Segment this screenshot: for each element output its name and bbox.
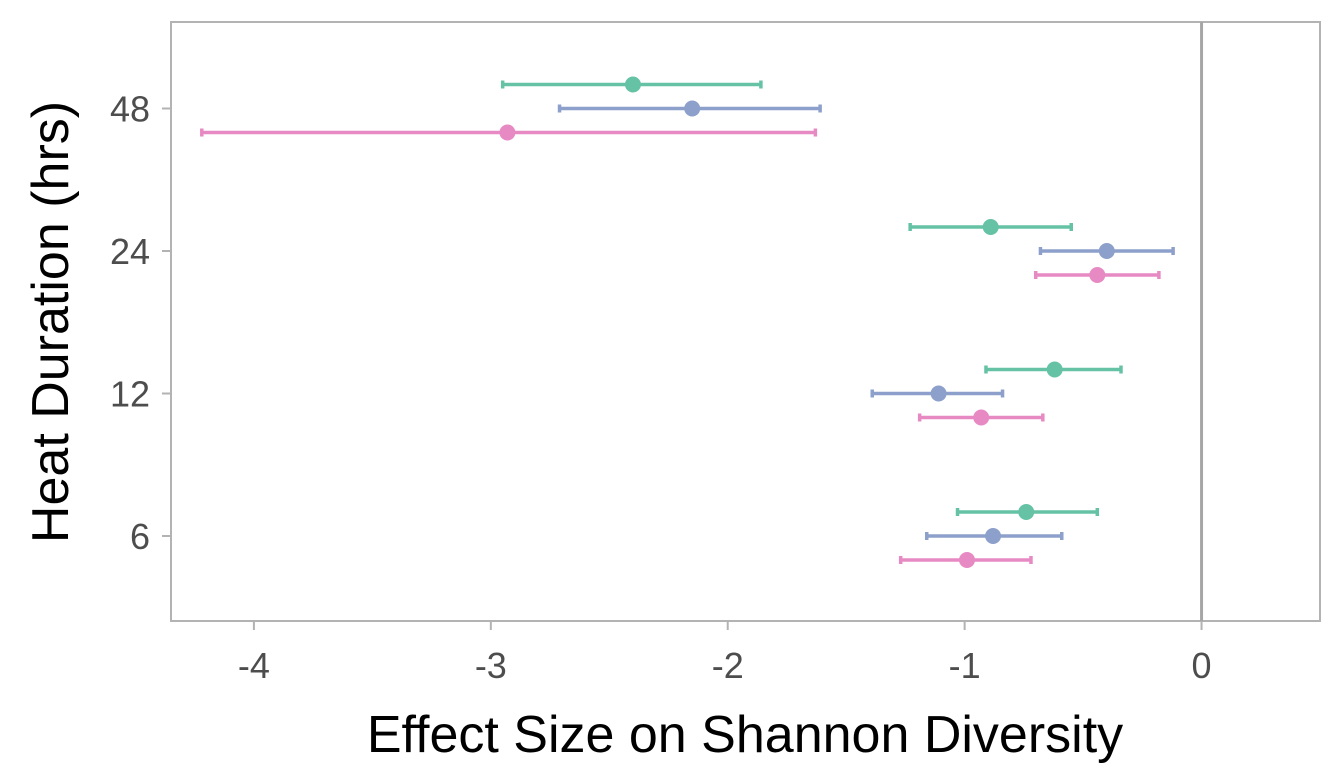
x-tick-label: 0 xyxy=(1192,645,1212,686)
estimate-group xyxy=(557,100,822,117)
point-estimate xyxy=(499,124,516,141)
point-estimate xyxy=(959,552,976,568)
estimate-group xyxy=(200,124,818,141)
estimate-group xyxy=(1033,267,1161,283)
point-estimate xyxy=(684,100,701,117)
point-estimate xyxy=(1098,243,1115,259)
x-axis-title: Effect Size on Shannon Diversity xyxy=(367,706,1123,764)
y-tick-label: 48 xyxy=(110,89,150,130)
point-estimate xyxy=(982,219,999,235)
point-estimate xyxy=(985,528,1002,544)
point-estimate xyxy=(930,385,947,402)
plot-panel xyxy=(170,21,1321,622)
estimate-group xyxy=(924,528,1064,544)
estimate-group xyxy=(870,385,1005,402)
estimate-group xyxy=(500,76,763,93)
point-estimate xyxy=(1046,361,1063,378)
data-marks xyxy=(200,76,1175,568)
y-axis: 6 12 24 48 xyxy=(110,89,171,557)
x-axis: -4 -3 -2 -1 0 xyxy=(238,621,1212,686)
point-estimate xyxy=(1018,504,1035,520)
estimate-group xyxy=(955,504,1100,520)
y-tick-label: 24 xyxy=(110,231,150,272)
y-axis-title: Heat Duration (hrs) xyxy=(22,101,80,543)
y-tick-label: 6 xyxy=(130,516,150,557)
x-tick-label: -4 xyxy=(238,645,270,686)
estimate-group xyxy=(1038,243,1175,259)
point-estimate xyxy=(624,76,641,93)
estimate-group xyxy=(917,409,1045,426)
point-estimate xyxy=(973,409,990,426)
x-tick-label: -3 xyxy=(475,645,507,686)
panel-border xyxy=(170,21,1321,622)
estimate-group xyxy=(984,361,1123,378)
x-tick-label: -1 xyxy=(949,645,981,686)
y-tick-label: 12 xyxy=(110,374,150,415)
estimate-group xyxy=(908,219,1073,235)
estimate-group xyxy=(898,552,1033,568)
x-tick-label: -2 xyxy=(712,645,744,686)
point-estimate xyxy=(1089,267,1106,283)
